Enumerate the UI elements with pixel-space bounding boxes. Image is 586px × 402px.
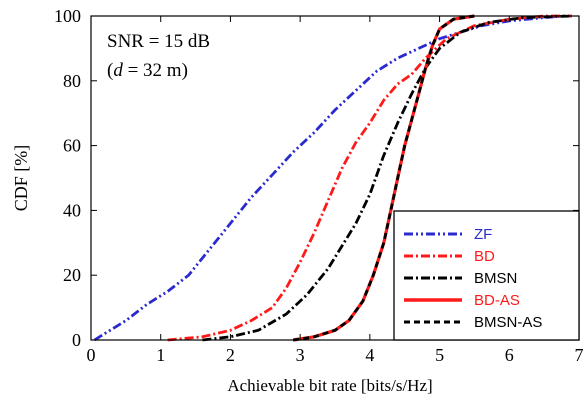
x-axis-label: Achievable bit rate [bits/s/Hz] [227, 376, 432, 395]
legend-box [393, 210, 580, 341]
legend-label-bmsn: BMSN [474, 270, 517, 287]
y-tick-label: 40 [63, 200, 81, 220]
series-line-bmsn [202, 14, 573, 342]
series-layer [93, 14, 573, 342]
x-tick-label: 5 [435, 345, 444, 365]
x-tick-label: 7 [575, 345, 584, 365]
x-tick-label: 0 [87, 345, 96, 365]
y-tick-label: 0 [72, 330, 81, 350]
distance-symbol: d [113, 60, 123, 81]
legend-label-bd: BD [474, 248, 495, 265]
distance-annotation: (d = 32 m) [107, 60, 188, 81]
distance-open-paren: ( [107, 60, 113, 81]
plot-frame [90, 15, 580, 341]
snr-annotation: SNR = 15 dB [107, 31, 210, 52]
x-tick-label: 1 [156, 345, 165, 365]
x-tick-label: 6 [505, 345, 514, 365]
legend-label-bd-as: BD-AS [474, 292, 520, 309]
series-line-bmsn-as [292, 14, 475, 342]
distance-value: = 32 m) [123, 60, 188, 81]
legend-label-zf: ZF [474, 226, 492, 243]
y-tick-label: 20 [63, 265, 81, 285]
ticks-layer: 0 1 2 3 4 5 6 7 0 20 40 60 80 100 [54, 6, 584, 365]
y-axis-label: CDF [%] [11, 145, 31, 212]
legend-label-bmsn-as: BMSN-AS [474, 314, 542, 331]
legend: ZF BD BMSN BD-AS BMSN-AS [393, 210, 580, 341]
y-tick-label: 100 [54, 6, 81, 26]
x-tick-label: 4 [365, 345, 374, 365]
series-line-bd [167, 14, 572, 342]
x-tick-label: 3 [296, 345, 305, 365]
y-tick-label: 80 [63, 71, 81, 91]
y-tick-label: 60 [63, 136, 81, 156]
x-tick-label: 2 [226, 345, 235, 365]
